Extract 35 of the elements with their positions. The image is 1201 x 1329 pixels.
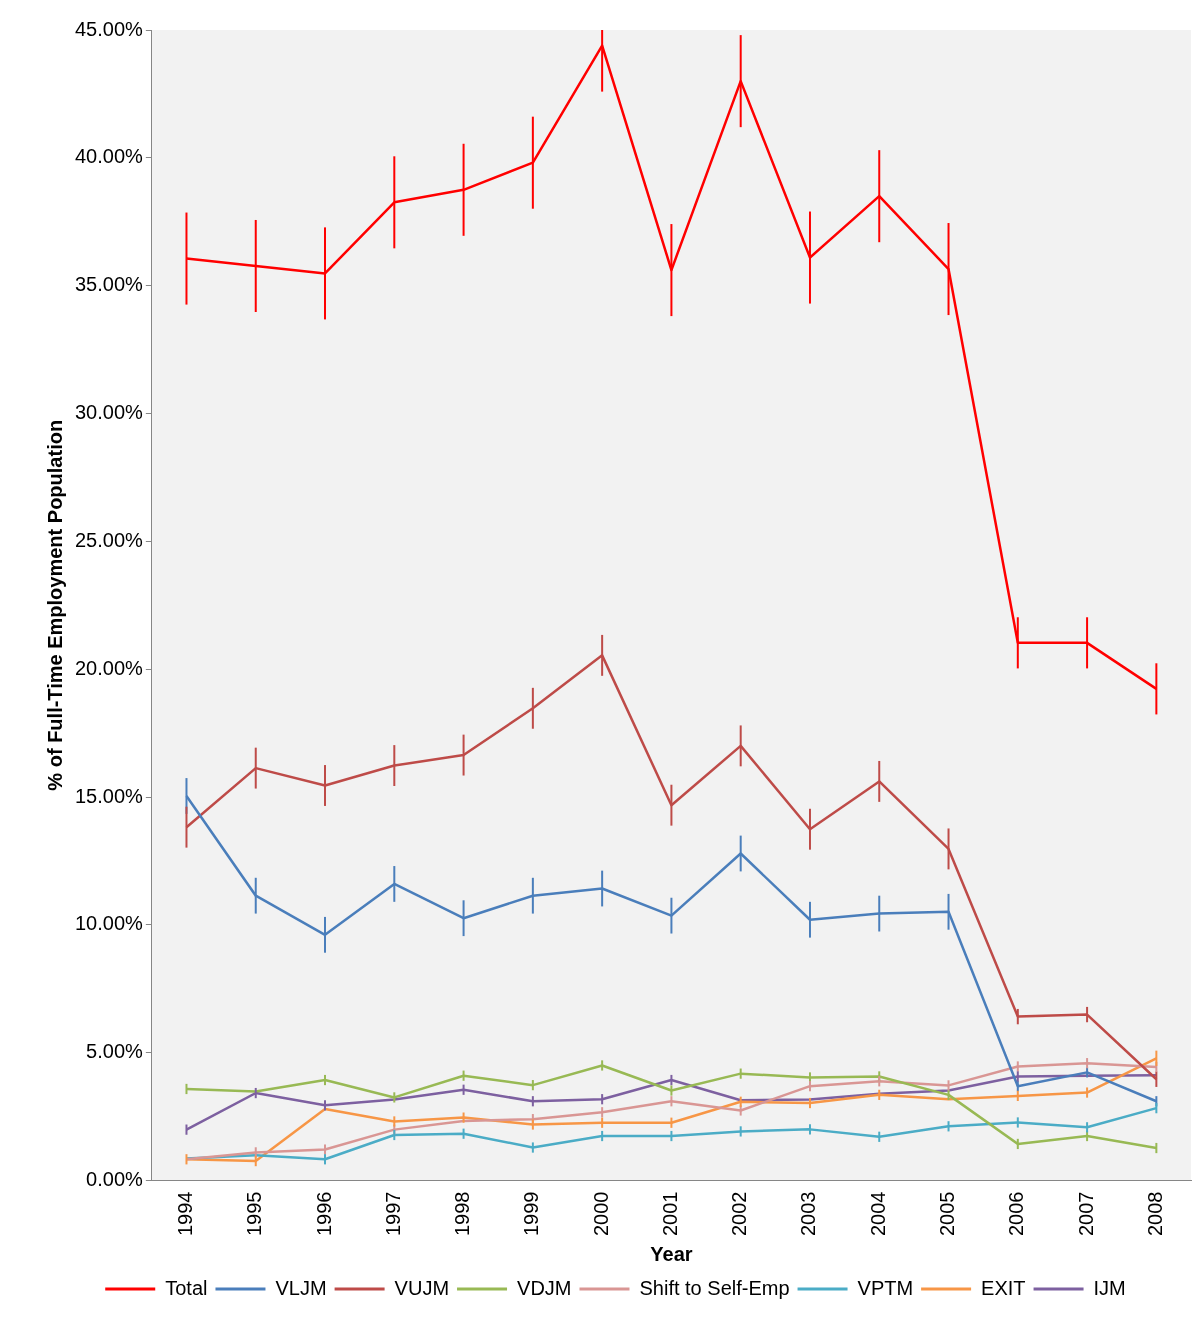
x-tick-label: 1997 [381,1191,404,1237]
y-tick-label: 35.00% [74,273,144,296]
legend-label: VUJM [394,1276,450,1299]
legend-label: Total [165,1276,208,1299]
y-tick-label: 40.00% [74,145,144,168]
legend-label: IJM [1093,1276,1126,1299]
y-tick-label: 25.00% [74,528,144,551]
y-tick-label: 45.00% [74,17,144,40]
y-tick-label: 5.00% [86,1040,144,1063]
x-tick-label: 2004 [866,1191,889,1237]
x-tick-label: 2002 [728,1191,751,1237]
x-tick-label: 2005 [936,1191,959,1237]
legend-label: VLJM [275,1276,327,1299]
legend-label: Shift to Self-Emp [639,1276,790,1299]
y-tick-label: 15.00% [74,784,144,807]
y-axis-title: % of Full-Time Employment Population [43,419,66,791]
x-tick-label: 2003 [797,1191,820,1237]
y-tick-label: 0.00% [86,1168,144,1191]
x-tick-label: 1995 [243,1191,266,1237]
y-tick-label: 20.00% [74,656,144,679]
y-tick-label: 30.00% [74,401,144,424]
x-axis-title: Year [650,1242,693,1265]
x-tick-label: 1996 [312,1191,335,1237]
x-tick-label: 2001 [658,1191,681,1237]
x-tick-label: 1998 [451,1191,474,1237]
x-tick-label: 2007 [1074,1191,1097,1237]
legend-label: VDJM [517,1276,572,1299]
x-tick-label: 2000 [589,1191,612,1237]
legend-label: EXIT [981,1276,1026,1299]
x-tick-label: 1999 [520,1191,543,1237]
y-tick-label: 10.00% [74,912,144,935]
x-tick-label: 2006 [1005,1191,1028,1237]
x-tick-label: 1994 [173,1191,196,1237]
legend-label: VPTM [857,1276,914,1299]
x-tick-label: 2008 [1143,1191,1166,1237]
